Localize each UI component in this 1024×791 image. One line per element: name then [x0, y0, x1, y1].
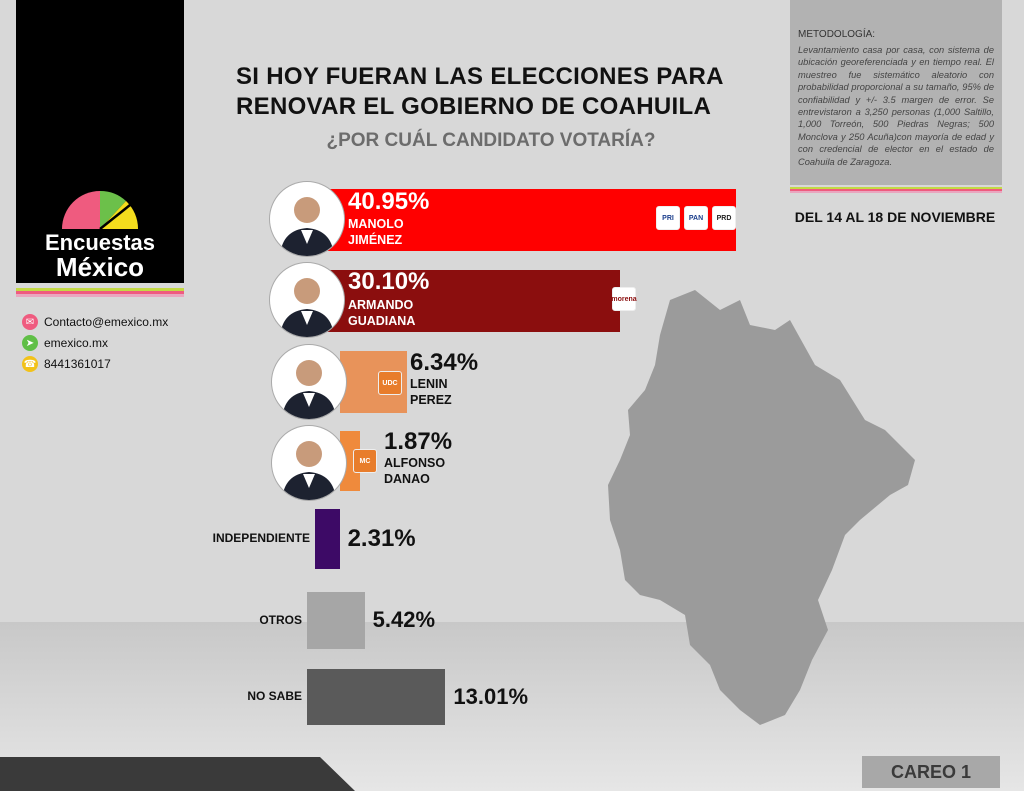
bar-value-label: 6.34% [410, 349, 479, 376]
coahuila-map [608, 290, 915, 725]
contact-email-text: Contacto@emexico.mx [44, 315, 169, 329]
party-logo-icon: PRD [712, 206, 736, 230]
methodology-heading: METODOLOGÍA: [798, 29, 876, 40]
bar-value-label: 30.10% [348, 268, 430, 295]
contact-web-text: emexico.mx [44, 336, 109, 350]
methodology-box: METODOLOGÍA: Levantamiento casa por casa… [790, 0, 1002, 185]
category-label: OTROS [259, 612, 302, 627]
candidate-name: LENIN PEREZ [410, 377, 452, 407]
pointer-icon: ➤ [22, 335, 38, 351]
careo-label: CAREO 1 [862, 756, 1000, 788]
bar-value-label: 5.42% [372, 607, 436, 633]
page-title: SI HOY FUERAN LAS ELECCIONES PARA RENOVA… [236, 63, 723, 120]
bar-6 [307, 592, 365, 649]
bar-5 [315, 509, 340, 569]
party-logo-icon: morena [611, 287, 637, 311]
bar-value-label: 2.31% [347, 524, 416, 552]
methodology-body: Levantamiento casa por casa, con sistema… [798, 45, 994, 167]
contact-email[interactable]: ✉ Contacto@emexico.mx [22, 313, 168, 331]
bottom-strip [0, 757, 355, 791]
contact-phone[interactable]: ☎ 8441361017 [22, 355, 111, 373]
logo-text-line2: México [55, 252, 145, 282]
category-label: INDEPENDIENTE [212, 531, 310, 545]
logo-panel: Encuestas México [16, 0, 184, 283]
party-logo-icon: MC [353, 449, 377, 473]
logo-semicircle-icon [62, 190, 139, 230]
page-subtitle: ¿POR CUÁL CANDIDATO VOTARÍA? [326, 130, 656, 151]
bar-value-label: 40.95% [348, 188, 430, 215]
contact-phone-text: 8441361017 [44, 357, 111, 371]
survey-dates: DEL 14 AL 18 DE NOVIEMBRE [794, 209, 996, 225]
mail-icon: ✉ [22, 314, 38, 330]
bar-value-label: 1.87% [384, 428, 453, 455]
candidate-photo [270, 263, 344, 337]
party-logo-icon: UDC [378, 371, 402, 395]
candidate-name: ALFONSO DANAO [384, 456, 446, 486]
logo-text-line1: Encuestas [44, 230, 156, 255]
bar-7 [307, 669, 446, 725]
candidate-photo [272, 426, 346, 500]
color-stripes [16, 288, 184, 297]
bar-4 [340, 431, 360, 491]
candidate-photo [272, 345, 346, 419]
contact-web[interactable]: ➤ emexico.mx [22, 334, 108, 352]
methodology-stripes [790, 187, 1002, 193]
candidate-name: MANOLO JIMÉNEZ [348, 217, 404, 247]
party-logo-icon: PRI [656, 206, 680, 230]
candidate-name: ARMANDO GUADIANA [348, 298, 416, 328]
party-logo-icon: PAN [684, 206, 708, 230]
category-label: NO SABE [247, 689, 302, 703]
bar-value-label: 13.01% [453, 683, 529, 709]
bar-2 [300, 270, 621, 332]
phone-icon: ☎ [22, 356, 38, 372]
candidate-photo [270, 182, 344, 256]
